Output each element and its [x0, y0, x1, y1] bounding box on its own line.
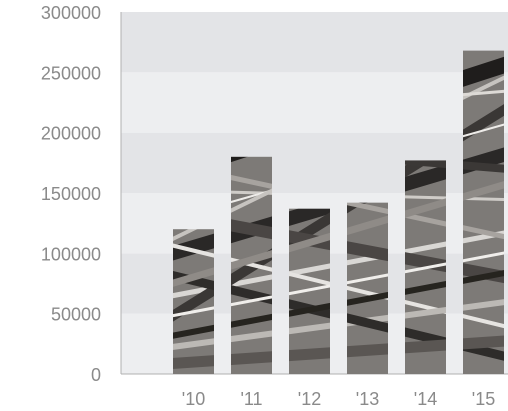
y-tick-label: 0	[91, 365, 101, 385]
bars	[173, 50, 504, 374]
x-tick-label: '10	[182, 389, 205, 409]
bar	[231, 156, 272, 374]
grid-band	[121, 132, 508, 193]
x-axis-ticks: '10 '11 '12 '13 '14 '15	[182, 389, 495, 409]
y-tick-label: 250000	[41, 63, 101, 83]
y-axis-ticks: 0 50000 100000 150000 200000 250000 300000	[41, 3, 101, 385]
bar	[289, 208, 330, 374]
y-tick-label: 50000	[51, 305, 101, 325]
bar	[347, 202, 388, 374]
bar	[463, 50, 504, 374]
x-tick-label: '14	[414, 389, 437, 409]
y-tick-label: 200000	[41, 124, 101, 144]
x-tick-label: '15	[472, 389, 495, 409]
y-tick-label: 100000	[41, 244, 101, 264]
bar	[173, 229, 214, 374]
grid-band	[121, 12, 508, 73]
x-tick-label: '13	[356, 389, 379, 409]
y-tick-label: 150000	[41, 184, 101, 204]
x-tick-label: '12	[298, 389, 321, 409]
grid-band	[121, 72, 508, 133]
x-tick-label: '11	[240, 389, 262, 409]
y-tick-label: 300000	[41, 3, 101, 23]
bar	[405, 160, 446, 374]
